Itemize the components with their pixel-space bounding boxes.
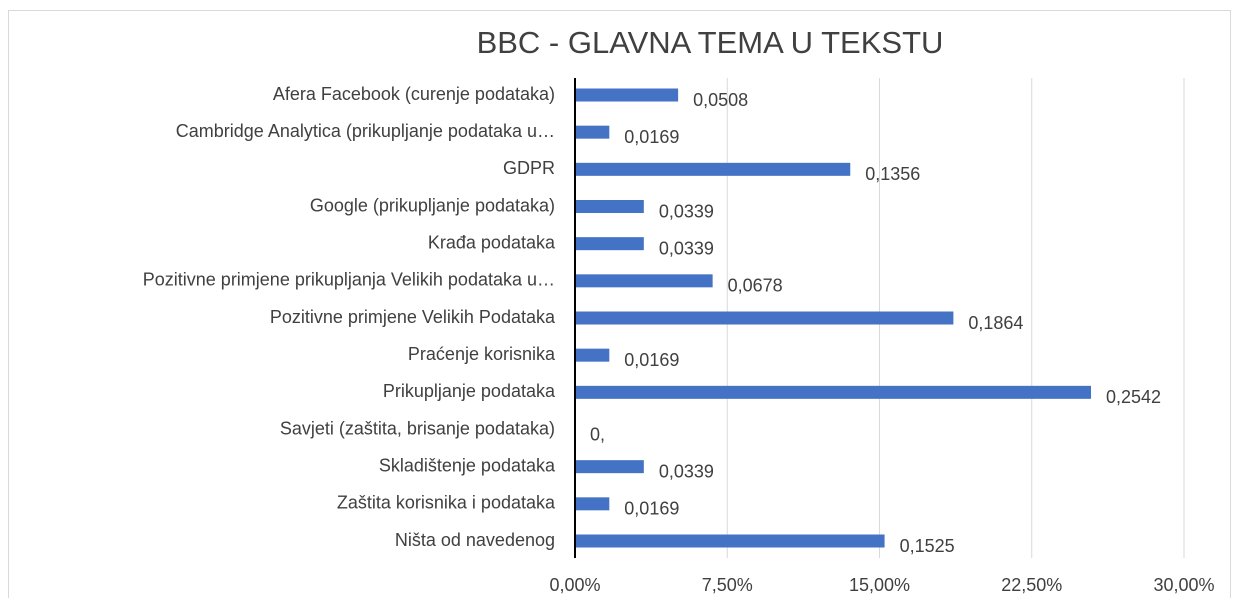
bar	[575, 125, 610, 139]
chart-border	[8, 10, 1231, 598]
data-label: 0,1525	[900, 536, 955, 556]
x-tick-label: 15,00%	[849, 575, 910, 595]
data-label: 0,0339	[659, 201, 714, 221]
bar	[575, 88, 679, 102]
bar	[575, 534, 885, 548]
data-label: 0,1864	[968, 313, 1023, 333]
bar	[575, 274, 713, 288]
data-label: 0,1356	[865, 164, 920, 184]
x-tick-label: 7,50%	[702, 575, 753, 595]
data-label: 0,2542	[1106, 387, 1161, 407]
bar	[575, 162, 851, 176]
x-tick-label: 22,50%	[1001, 575, 1062, 595]
x-tick-label: 0,00%	[549, 575, 600, 595]
data-label: 0,0339	[659, 238, 714, 258]
y-tick-label: Savjeti (zaštita, brisanje podataka)	[280, 418, 555, 438]
y-tick-label: Krađa podataka	[428, 232, 556, 252]
y-tick-label: Cambridge Analytica (prikupljanje podata…	[176, 121, 555, 141]
data-label: 0,0508	[693, 90, 748, 110]
chart-title: BBC - GLAVNA TEMA U TEKSTU	[477, 25, 944, 60]
y-tick-label: Google (prikupljanje podataka)	[310, 195, 555, 215]
data-label: 0,0678	[728, 276, 783, 296]
y-tick-label: Pozitivne primjene prikupljanja Velikih …	[143, 270, 555, 290]
bar	[575, 311, 954, 325]
data-label: 0,0339	[659, 461, 714, 481]
bar	[575, 348, 610, 362]
data-label: 0,0169	[624, 499, 679, 519]
y-tick-label: Skladištenje podataka	[379, 455, 556, 475]
y-tick-label: Praćenje korisnika	[408, 344, 556, 364]
bar	[575, 385, 1092, 399]
bar	[575, 237, 644, 251]
x-tick-label: 30,00%	[1153, 575, 1214, 595]
y-tick-label: Ništa od navedenog	[395, 530, 555, 550]
bar	[575, 497, 610, 511]
y-tick-label: GDPR	[503, 158, 555, 178]
y-tick-label: Pozitivne primjene Velikih Podataka	[270, 307, 556, 327]
data-label: 0,0169	[624, 127, 679, 147]
y-tick-label: Afera Facebook (curenje podataka)	[273, 84, 555, 104]
y-tick-label: Prikupljanje podataka	[383, 381, 556, 401]
data-label: 0,	[590, 424, 605, 444]
bar	[575, 200, 644, 213]
y-tick-label: Zaštita korisnika i podataka	[337, 493, 556, 513]
data-label: 0,0169	[624, 350, 679, 370]
bar	[575, 460, 644, 474]
